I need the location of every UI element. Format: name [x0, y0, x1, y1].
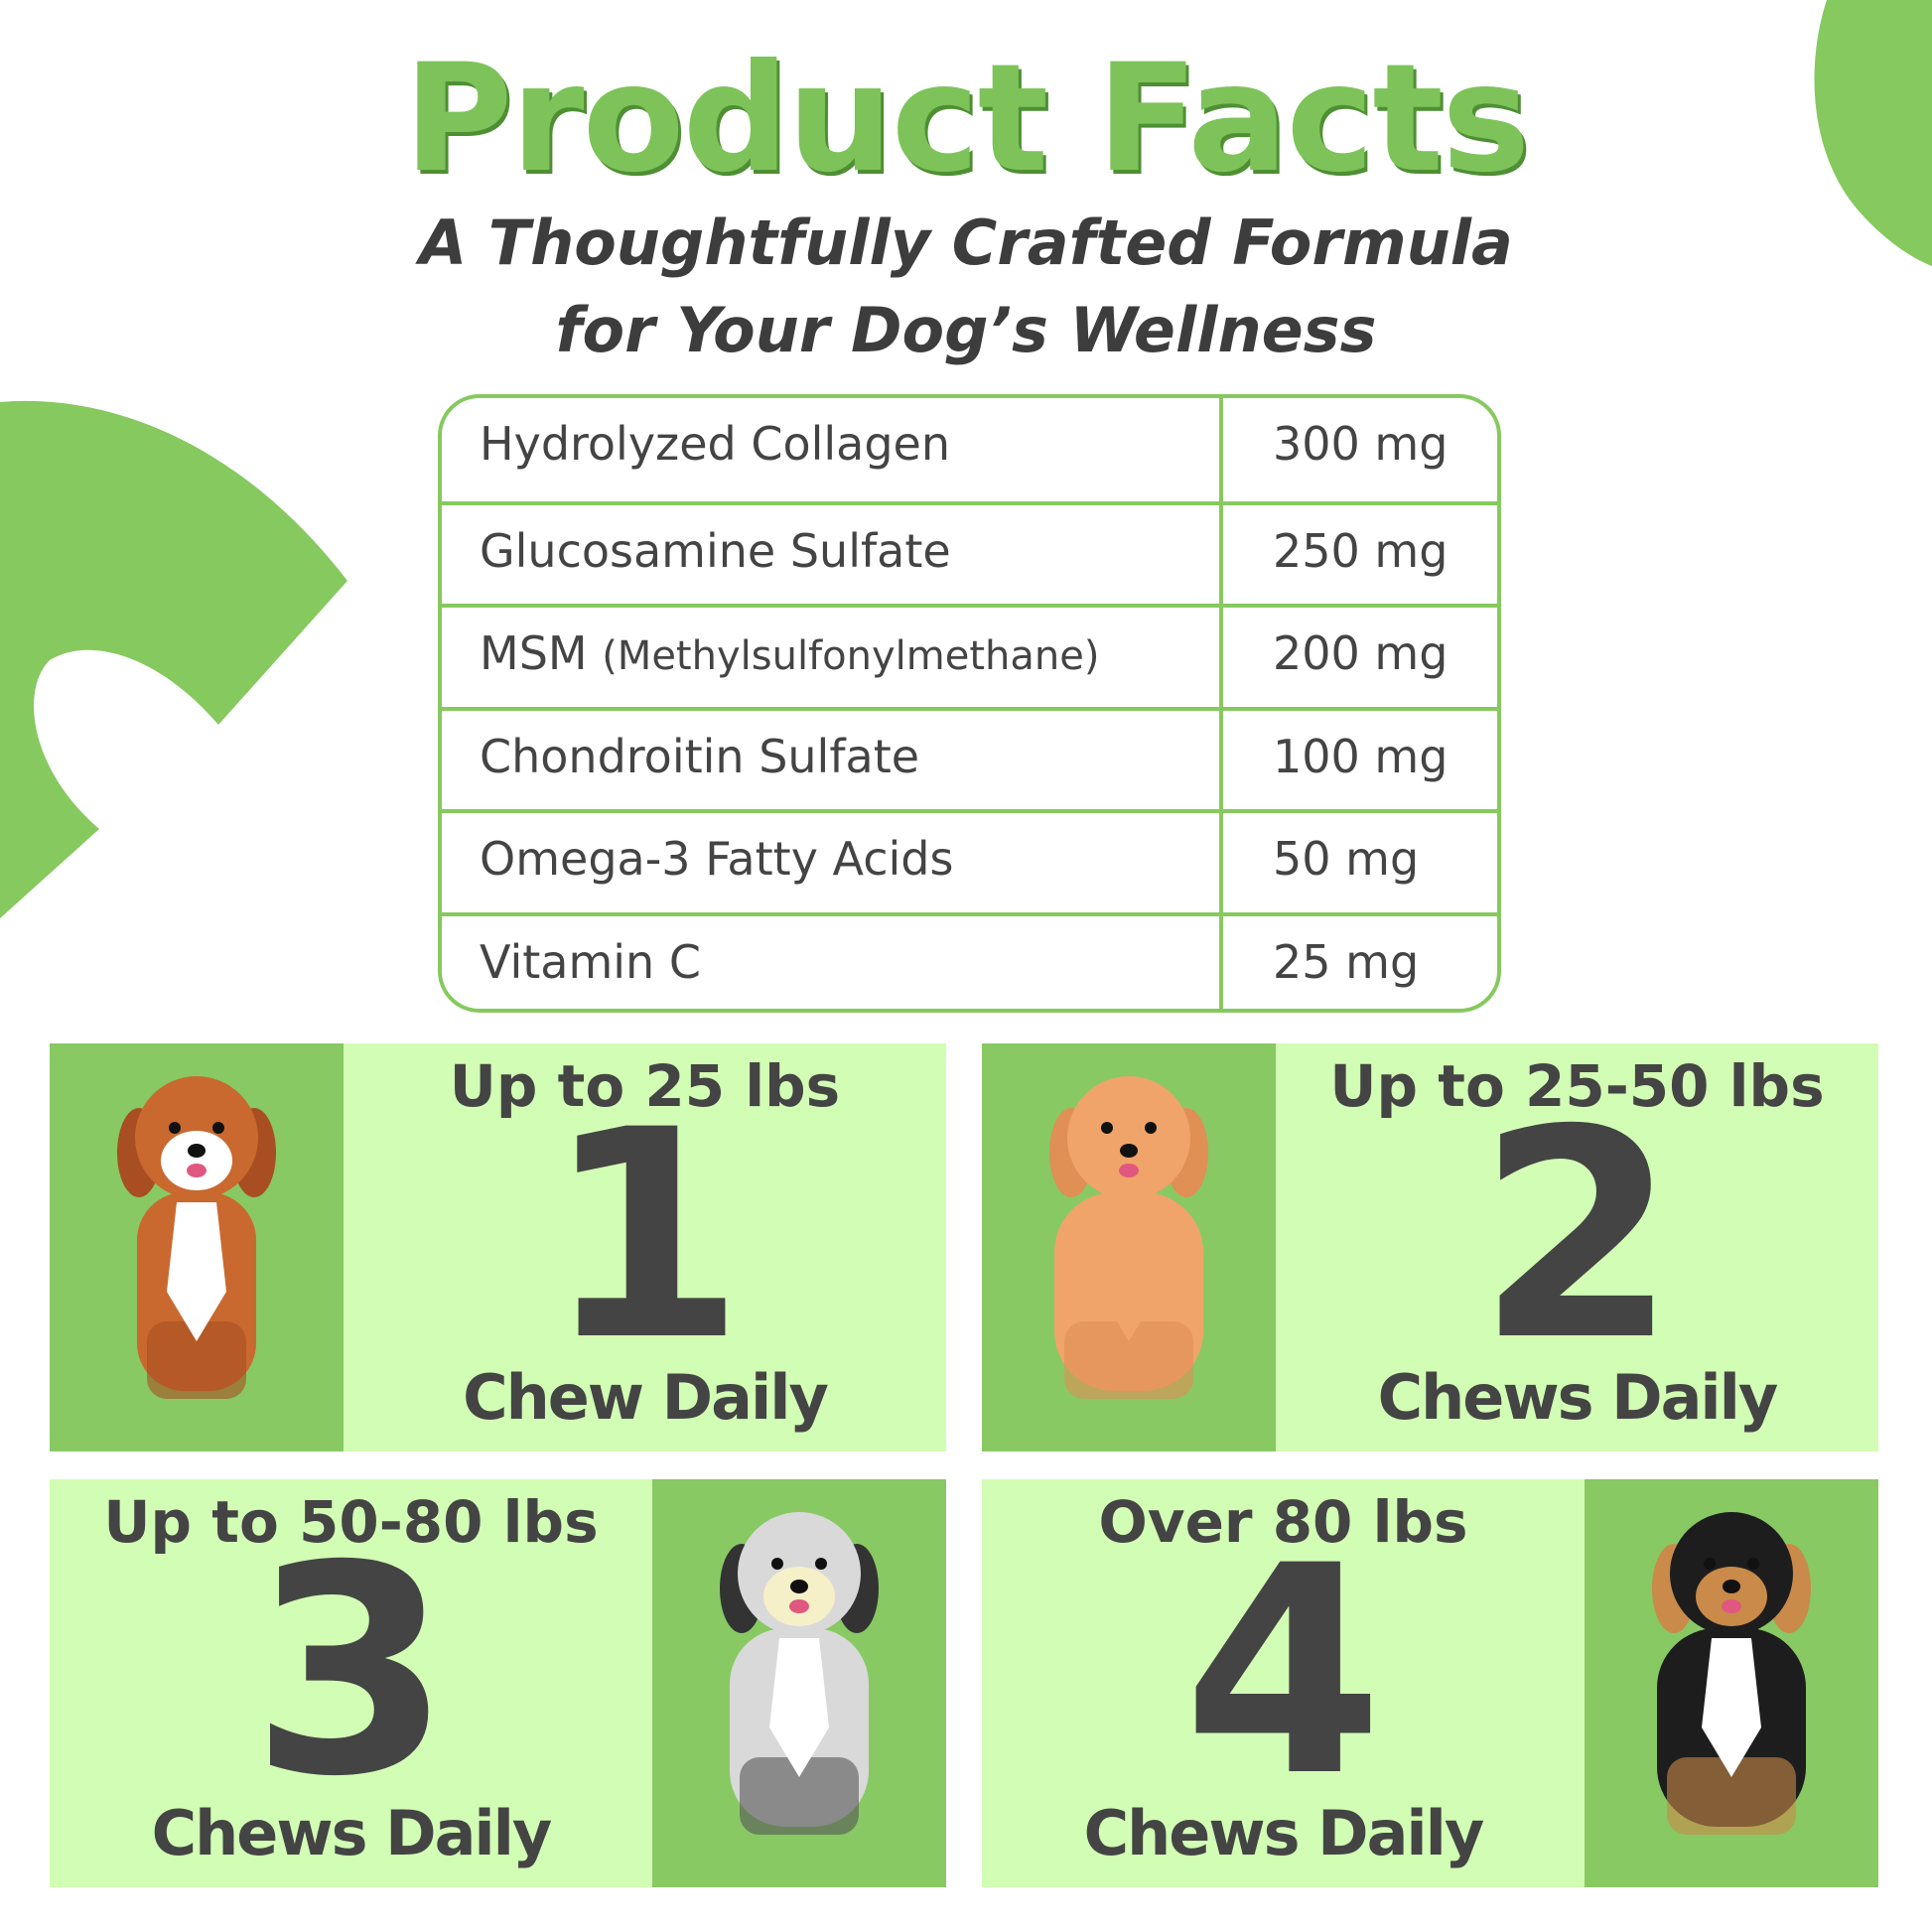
dosage-card-2: Up to 25-50 lbs 2 Chews Daily	[982, 1043, 1878, 1451]
ingredient-note: (Methylsulfonylmethane)	[602, 633, 1100, 679]
dosage-card-4: Over 80 lbs 4 Chews Daily	[982, 1479, 1878, 1887]
ingredient-name: Vitamin C	[480, 934, 701, 989]
dosage-text: Up to 25-50 lbs 2 Chews Daily	[1276, 1043, 1878, 1451]
dog-illustration	[1049, 1076, 1208, 1399]
dog-illustration	[720, 1512, 879, 1835]
dog-illustration	[1652, 1512, 1811, 1835]
ingredient-cell: Hydrolyzed Collagen	[442, 398, 1223, 501]
table-row: Vitamin C 25 mg	[442, 911, 1497, 1009]
ingredient-cell: Omega-3 Fatty Acids	[442, 813, 1223, 912]
weight-range-label: Up to 25 lbs	[449, 1052, 841, 1120]
ingredient-amount: 100 mg	[1273, 729, 1449, 783]
ingredient-name: MSM	[480, 626, 588, 680]
ingredient-name: Hydrolyzed Collagen	[480, 417, 950, 471]
ingredient-name: Chondroitin Sulfate	[480, 729, 920, 783]
dosage-text: Up to 50-80 lbs 3 Chews Daily	[50, 1479, 652, 1887]
ingredient-cell: MSM (Methylsulfonylmethane)	[442, 608, 1223, 707]
chew-count: 1	[544, 1069, 746, 1404]
dosage-text: Over 80 lbs 4 Chews Daily	[982, 1479, 1585, 1887]
ingredient-amount: 25 mg	[1273, 934, 1420, 989]
dosage-card-3: Up to 50-80 lbs 3 Chews Daily	[50, 1479, 946, 1887]
chew-count: 4	[1182, 1505, 1384, 1840]
chew-count: 3	[250, 1505, 452, 1840]
decorative-arc-left	[0, 400, 347, 918]
ingredient-name: Omega-3 Fatty Acids	[480, 832, 954, 886]
table-row: Glucosamine Sulfate 250 mg	[442, 500, 1497, 604]
table-row: Hydrolyzed Collagen 300 mg	[442, 398, 1497, 501]
ingredients-table: Hydrolyzed Collagen 300 mg Glucosamine Sul…	[438, 394, 1501, 1013]
table-row: MSM (Methylsulfonylmethane) 200 mg	[442, 604, 1497, 707]
chew-count: 2	[1476, 1069, 1678, 1404]
chew-daily-label: Chew Daily	[463, 1361, 829, 1434]
chew-daily-label: Chews Daily	[1377, 1361, 1779, 1434]
ingredient-amount: 50 mg	[1273, 832, 1420, 886]
ingredient-name: Glucosamine Sulfate	[480, 523, 951, 578]
ingredient-amount: 200 mg	[1273, 626, 1449, 680]
subtitle-line-1: A Thoughtfully Crafted Formula	[419, 207, 1513, 279]
ingredient-amount: 250 mg	[1273, 523, 1449, 578]
subtitle-line-2: for Your Dog’s Wellness	[555, 294, 1377, 366]
ingredient-cell: Glucosamine Sulfate	[442, 504, 1223, 604]
weight-range-label: Over 80 lbs	[1098, 1488, 1468, 1556]
table-row: Chondroitin Sulfate 100 mg	[442, 706, 1497, 809]
ingredient-cell: Vitamin C	[442, 915, 1223, 1009]
weight-range-label: Up to 25-50 lbs	[1329, 1052, 1825, 1120]
decorative-blob-top-right	[1814, 0, 1932, 266]
dog-illustration	[117, 1076, 276, 1399]
weight-range-label: Up to 50-80 lbs	[103, 1488, 599, 1556]
dosage-text: Up to 25 lbs 1 Chew Daily	[344, 1043, 946, 1451]
chew-daily-label: Chews Daily	[151, 1797, 553, 1869]
page-title: Product Facts	[403, 33, 1531, 206]
ingredient-amount: 300 mg	[1273, 417, 1449, 471]
table-row: Omega-3 Fatty Acids 50 mg	[442, 809, 1497, 912]
dosage-card-1: Up to 25 lbs 1 Chew Daily	[50, 1043, 946, 1451]
chew-daily-label: Chews Daily	[1083, 1797, 1485, 1869]
ingredient-cell: Chondroitin Sulfate	[442, 710, 1223, 809]
